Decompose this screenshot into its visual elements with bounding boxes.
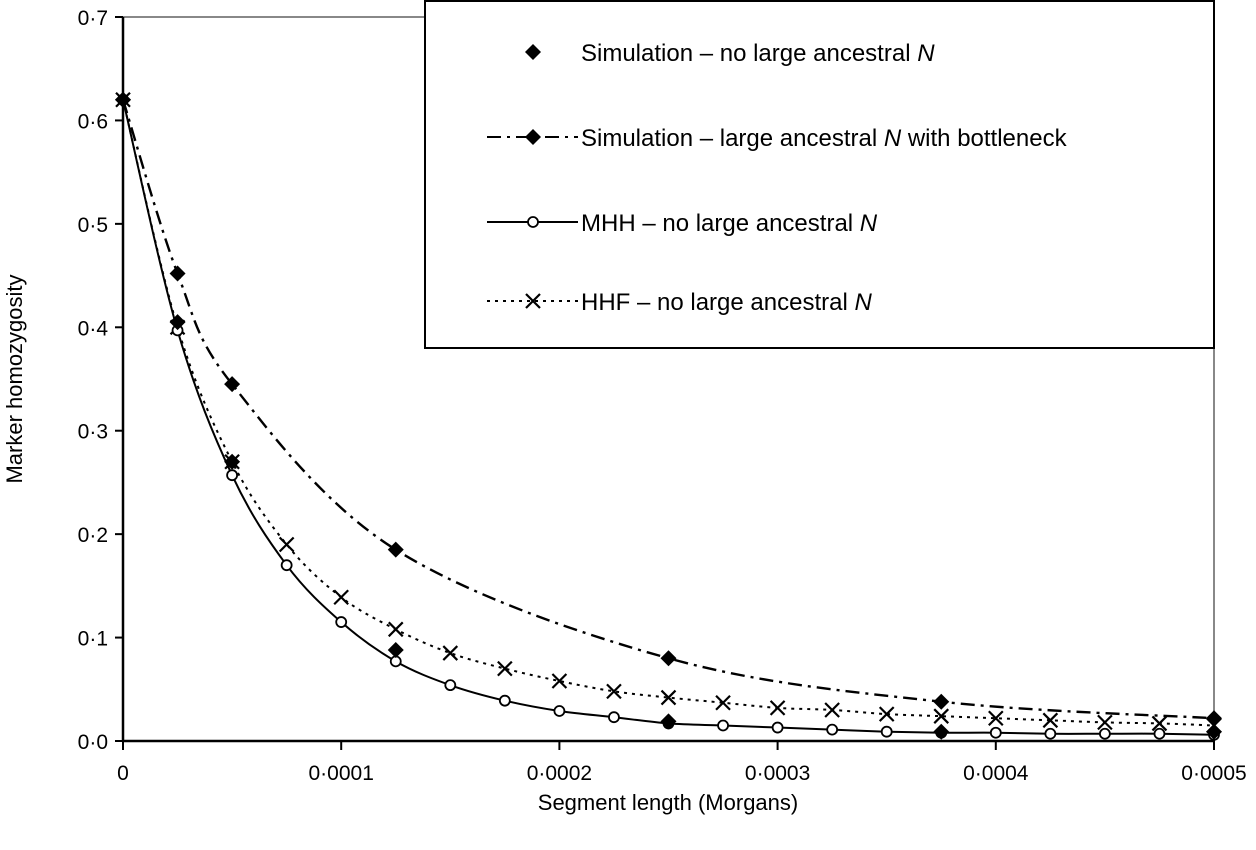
- legend-item: Simulation – no large ancestral N: [525, 40, 935, 67]
- data-point: [660, 650, 677, 667]
- legend-box: [424, 0, 1215, 349]
- data-point: [606, 683, 622, 700]
- data-point: [933, 693, 950, 710]
- data-point: [717, 719, 729, 732]
- data-point: [715, 694, 731, 711]
- data-point: [278, 536, 295, 553]
- y-tick-label: 0·3: [78, 421, 108, 444]
- data-point: [1044, 727, 1057, 740]
- x-tick-label: 0: [117, 762, 129, 785]
- legend-label: HHF – no large ancestral N: [581, 289, 872, 316]
- data-point: [335, 616, 348, 628]
- series-layer: [115, 91, 1222, 741]
- x-axis-label: Segment length (Morgans): [538, 790, 798, 815]
- legend-item: HHF – no large ancestral N: [487, 289, 872, 316]
- legend-marker: [525, 129, 541, 145]
- data-point: [224, 376, 241, 393]
- data-point: [1153, 727, 1166, 740]
- legend-marker: [527, 216, 539, 228]
- data-point: [553, 705, 566, 717]
- ticks: 0 0·0001 0·0002 0·0003 0·0004 0·0005 0·0 0·1 0·2…: [78, 7, 1247, 785]
- data-point: [1206, 723, 1222, 740]
- data-point: [660, 689, 677, 706]
- data-point: [769, 700, 786, 716]
- x-tick-label: 0·0005: [1181, 762, 1246, 785]
- legend-label: Simulation – large ancestral N with bott…: [581, 125, 1068, 152]
- x-tick-label: 0·0002: [527, 762, 592, 785]
- data-point: [824, 702, 840, 718]
- y-tick-label: 0·1: [78, 628, 108, 651]
- data-point: [387, 541, 404, 558]
- x-tick-label: 0·0003: [745, 762, 810, 785]
- series-0: [115, 91, 1222, 740]
- series-3: [115, 91, 1222, 734]
- y-tick-label: 0·4: [78, 317, 109, 340]
- data-point: [989, 726, 1002, 739]
- data-point: [608, 711, 620, 724]
- data-point: [442, 645, 459, 661]
- y-tick-label: 0·7: [78, 7, 108, 30]
- data-point: [497, 660, 513, 677]
- data-point: [1097, 714, 1113, 731]
- y-axis-label: Marker homozygosity: [2, 274, 27, 483]
- x-tick-label: 0·0001: [309, 762, 374, 785]
- data-point: [333, 589, 349, 606]
- x-tick-label: 0·0004: [963, 762, 1029, 785]
- data-point: [878, 706, 895, 722]
- data-point: [280, 559, 293, 572]
- y-tick-label: 0·0: [78, 731, 108, 754]
- data-point: [933, 723, 950, 740]
- series-line: [122, 99, 1215, 727]
- data-point: [1042, 712, 1059, 729]
- y-tick-label: 0·2: [78, 524, 108, 547]
- y-tick-label: 0·6: [78, 110, 108, 133]
- data-point: [933, 708, 950, 724]
- legend-marker: [525, 293, 541, 309]
- data-point: [551, 673, 568, 689]
- series-line: [121, 99, 1215, 720]
- legend: Simulation – no large ancestral N Simulat…: [424, 0, 1215, 349]
- data-point: [988, 710, 1004, 727]
- data-point: [498, 694, 511, 707]
- data-point: [226, 469, 239, 482]
- data-point: [387, 621, 404, 638]
- y-tick-label: 0·5: [78, 214, 108, 237]
- data-point: [660, 713, 677, 730]
- data-point: [826, 723, 839, 736]
- data-point: [169, 314, 186, 331]
- data-point: [224, 453, 241, 470]
- legend-marker: [525, 44, 541, 60]
- data-point: [880, 725, 893, 738]
- data-point: [387, 641, 404, 658]
- data-point: [771, 721, 784, 734]
- data-point: [444, 679, 457, 692]
- legend-item: Simulation – large ancestral N with bott…: [487, 125, 1068, 152]
- legend-label: Simulation – no large ancestral N: [581, 40, 935, 67]
- legend-label: MHH – no large ancestral N: [581, 210, 878, 237]
- data-point: [1099, 727, 1111, 740]
- legend-item: MHH – no large ancestral N: [487, 210, 878, 237]
- data-point: [1151, 715, 1168, 732]
- data-point: [169, 265, 186, 282]
